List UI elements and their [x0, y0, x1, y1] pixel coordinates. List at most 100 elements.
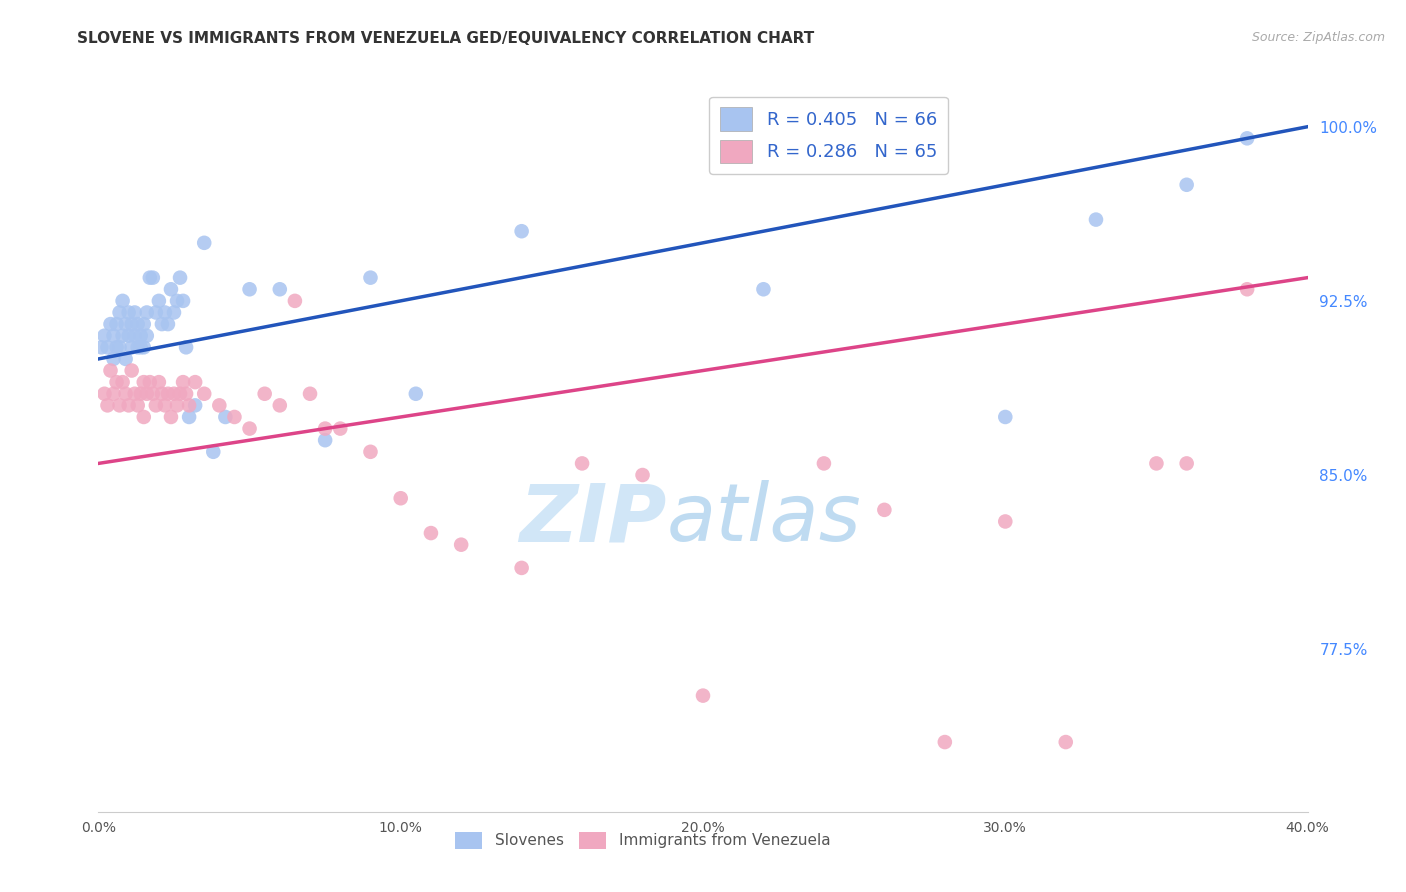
Point: [329, 421, 352, 435]
Point: [172, 293, 194, 308]
Point: [813, 457, 835, 471]
Point: [510, 224, 533, 238]
Point: [193, 386, 215, 401]
Text: atlas: atlas: [666, 480, 862, 558]
Point: [172, 375, 194, 389]
Point: [873, 503, 896, 517]
Point: [148, 293, 170, 308]
Point: [124, 305, 146, 319]
Point: [156, 386, 179, 401]
Point: [108, 305, 131, 319]
Point: [450, 538, 472, 552]
Point: [142, 270, 165, 285]
Point: [139, 375, 162, 389]
Point: [360, 270, 382, 285]
Point: [405, 386, 427, 401]
Point: [510, 561, 533, 575]
Point: [96, 398, 118, 412]
Point: [571, 457, 593, 471]
Point: [174, 340, 197, 354]
Point: [314, 433, 336, 447]
Point: [108, 340, 131, 354]
Point: [129, 328, 152, 343]
Point: [253, 386, 276, 401]
Point: [202, 445, 225, 459]
Point: [127, 340, 149, 354]
Point: [269, 282, 291, 296]
Point: [90, 340, 112, 354]
Point: [121, 363, 143, 377]
Point: [93, 328, 115, 343]
Point: [135, 328, 157, 343]
Point: [124, 328, 146, 343]
Point: [1236, 282, 1258, 296]
Point: [114, 386, 136, 401]
Point: [132, 317, 155, 331]
Point: [105, 317, 128, 331]
Point: [111, 293, 134, 308]
Point: [118, 305, 141, 319]
Point: [169, 386, 191, 401]
Point: [160, 409, 183, 424]
Point: [299, 386, 322, 401]
Point: [135, 305, 157, 319]
Point: [100, 317, 122, 331]
Point: [132, 340, 155, 354]
Point: [1175, 457, 1198, 471]
Point: [129, 386, 152, 401]
Point: [692, 689, 714, 703]
Point: [174, 386, 197, 401]
Point: [105, 340, 128, 354]
Point: [114, 351, 136, 366]
Point: [153, 398, 176, 412]
Point: [121, 317, 143, 331]
Point: [360, 445, 382, 459]
Point: [132, 375, 155, 389]
Point: [145, 398, 167, 412]
Point: [224, 409, 246, 424]
Point: [132, 409, 155, 424]
Point: [118, 398, 141, 412]
Point: [1146, 457, 1168, 471]
Point: [389, 491, 412, 506]
Point: [150, 317, 173, 331]
Legend: Slovenes, Immigrants from Venezuela: Slovenes, Immigrants from Venezuela: [449, 825, 837, 855]
Point: [1054, 735, 1077, 749]
Point: [631, 468, 654, 483]
Text: ZIP: ZIP: [519, 480, 666, 558]
Point: [994, 515, 1017, 529]
Point: [153, 305, 176, 319]
Point: [160, 282, 183, 296]
Point: [1085, 212, 1108, 227]
Point: [284, 293, 307, 308]
Point: [179, 398, 201, 412]
Point: [124, 386, 146, 401]
Point: [239, 282, 262, 296]
Point: [1175, 178, 1198, 192]
Point: [139, 270, 162, 285]
Point: [169, 270, 191, 285]
Point: [103, 328, 125, 343]
Point: [934, 735, 956, 749]
Point: [105, 375, 128, 389]
Point: [114, 317, 136, 331]
Point: [994, 409, 1017, 424]
Point: [93, 386, 115, 401]
Point: [111, 328, 134, 343]
Point: [111, 375, 134, 389]
Point: [214, 409, 236, 424]
Point: [184, 375, 207, 389]
Text: Source: ZipAtlas.com: Source: ZipAtlas.com: [1251, 31, 1385, 45]
Point: [752, 282, 775, 296]
Point: [163, 386, 186, 401]
Point: [103, 386, 125, 401]
Point: [127, 317, 149, 331]
Point: [127, 398, 149, 412]
Point: [166, 398, 188, 412]
Point: [96, 340, 118, 354]
Point: [145, 305, 167, 319]
Point: [142, 386, 165, 401]
Point: [179, 409, 201, 424]
Point: [314, 421, 336, 435]
Point: [1236, 131, 1258, 145]
